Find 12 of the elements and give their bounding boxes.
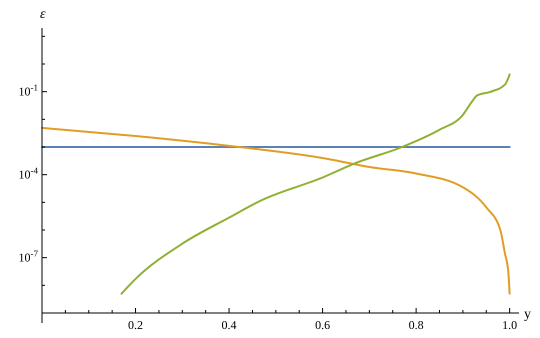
y-tick-label: 10$^{-7}$ <box>18 248 38 265</box>
y-tick-label: 10$^{-4}$ <box>18 166 38 182</box>
x-tick-label: 0.2 <box>128 318 144 332</box>
x-tick-label: 0.6 <box>315 318 330 332</box>
y-axis-title: ε <box>40 7 46 22</box>
line-series <box>41 126 511 295</box>
x-tick-label: 1.0 <box>502 318 518 332</box>
x-tick-label: 0.8 <box>408 318 424 332</box>
x-axis-title: y <box>524 307 531 322</box>
y-tick-label: 10$^{-1}$ <box>18 82 38 99</box>
line-series <box>120 73 511 295</box>
x-tick-label: 0.4 <box>222 318 237 332</box>
